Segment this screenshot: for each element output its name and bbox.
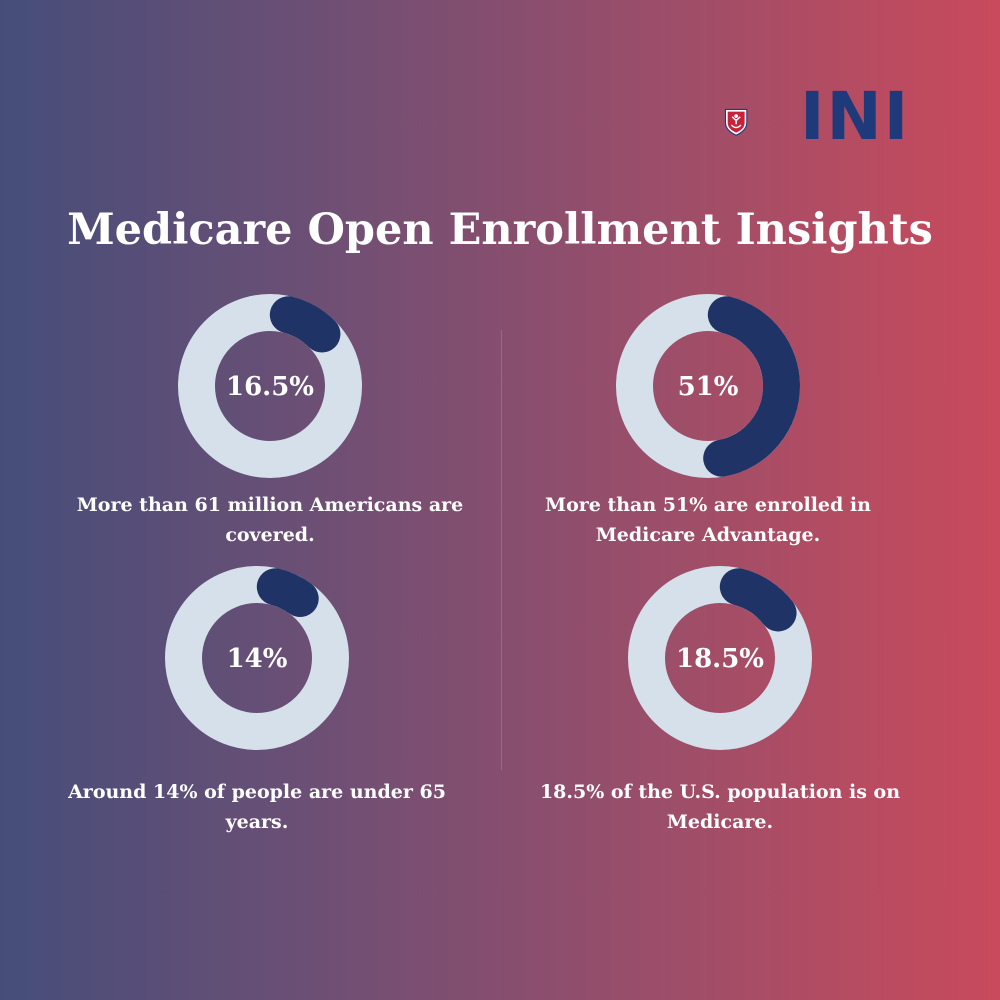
donut-value-arc bbox=[616, 294, 800, 478]
donut-value-arc bbox=[165, 566, 349, 750]
logo-text: INI bbox=[800, 78, 911, 155]
donut-chart: 14% bbox=[165, 566, 349, 750]
donut-caption: More than 61 million Americans are cover… bbox=[76, 494, 464, 546]
donut-value-arc bbox=[628, 566, 812, 750]
page-title: Medicare Open Enrollment Insights bbox=[67, 205, 933, 255]
donut-caption: Around 14% of people are under 65 years. bbox=[68, 781, 446, 833]
donut-chart: 16.5% bbox=[178, 294, 362, 478]
donut-value-arc bbox=[178, 294, 362, 478]
donut-label: 14% bbox=[227, 644, 288, 674]
donut-chart: 51% bbox=[616, 294, 800, 478]
donut-label: 16.5% bbox=[226, 372, 314, 402]
donut-caption: More than 51% are enrolled in Medicare A… bbox=[545, 494, 871, 546]
donut-label: 18.5% bbox=[676, 644, 764, 674]
donut-label: 51% bbox=[678, 372, 739, 402]
donut-caption: 18.5% of the U.S. population is on Medic… bbox=[539, 781, 901, 833]
logo-shield-icon bbox=[724, 108, 748, 136]
divider bbox=[501, 330, 502, 770]
donut-chart: 18.5% bbox=[628, 566, 812, 750]
